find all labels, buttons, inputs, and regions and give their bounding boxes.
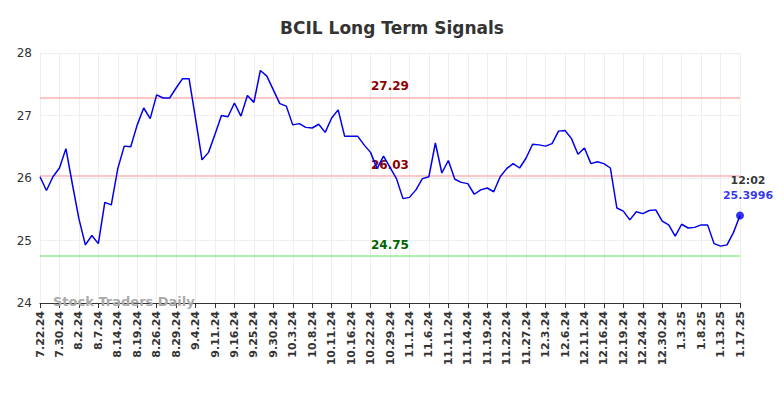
svg-text:11.1.24: 11.1.24 [403,311,416,358]
svg-text:8.2.24: 8.2.24 [72,311,85,350]
svg-text:12.30.24: 12.30.24 [656,311,669,366]
svg-text:8.26.24: 8.26.24 [150,311,163,358]
svg-text:8.14.24: 8.14.24 [111,311,124,358]
svg-text:12:02: 12:02 [730,174,765,187]
svg-text:11.19.24: 11.19.24 [481,311,494,366]
svg-text:24: 24 [17,296,32,310]
svg-text:12.6.24: 12.6.24 [559,311,572,358]
svg-text:7.22.24: 7.22.24 [34,311,47,358]
svg-text:1.3.25: 1.3.25 [675,311,688,350]
svg-text:9.25.24: 9.25.24 [247,311,260,358]
svg-text:25.3996: 25.3996 [723,189,773,202]
svg-text:11.14.24: 11.14.24 [461,311,474,366]
svg-text:8.7.24: 8.7.24 [92,311,105,350]
svg-text:10.11.24: 10.11.24 [325,311,338,366]
svg-text:10.22.24: 10.22.24 [364,311,377,366]
svg-text:12.19.24: 12.19.24 [617,311,630,366]
svg-text:1.8.25: 1.8.25 [695,311,708,350]
svg-text:27: 27 [17,109,32,123]
svg-text:11.27.24: 11.27.24 [520,311,533,366]
svg-text:11.6.24: 11.6.24 [422,311,435,358]
svg-text:9.11.24: 9.11.24 [209,311,222,358]
svg-text:7.30.24: 7.30.24 [53,311,66,358]
svg-text:11.22.24: 11.22.24 [500,311,513,366]
svg-text:10.8.24: 10.8.24 [306,311,319,358]
svg-text:28: 28 [17,46,32,60]
svg-text:24.75: 24.75 [371,238,409,252]
svg-text:1.13.25: 1.13.25 [714,311,727,358]
svg-text:8.19.24: 8.19.24 [131,311,144,358]
svg-text:9.16.24: 9.16.24 [228,311,241,358]
svg-text:26.03: 26.03 [371,158,409,172]
svg-text:8.29.24: 8.29.24 [170,311,183,358]
svg-text:11.11.24: 11.11.24 [442,311,455,366]
svg-text:12.24.24: 12.24.24 [636,311,649,366]
svg-text:BCIL Long Term Signals: BCIL Long Term Signals [280,18,504,38]
svg-text:1.17.25: 1.17.25 [734,311,747,358]
svg-text:10.29.24: 10.29.24 [384,311,397,366]
svg-text:26: 26 [17,171,32,185]
svg-text:12.3.24: 12.3.24 [539,311,552,358]
svg-text:Stock Traders Daily: Stock Traders Daily [53,294,195,309]
svg-text:27.29: 27.29 [371,79,409,93]
svg-text:12.11.24: 12.11.24 [578,311,591,366]
svg-text:25: 25 [17,234,32,248]
svg-text:9.4.24: 9.4.24 [189,311,202,350]
svg-text:10.16.24: 10.16.24 [345,311,358,366]
svg-text:12.16.24: 12.16.24 [597,311,610,366]
svg-text:9.30.24: 9.30.24 [267,311,280,358]
svg-text:10.3.24: 10.3.24 [286,311,299,358]
